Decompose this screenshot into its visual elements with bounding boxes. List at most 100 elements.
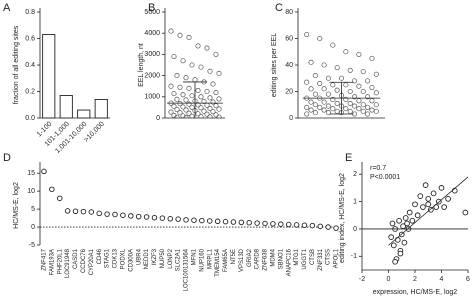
x-tick-label: CASD1 xyxy=(73,248,79,269)
point xyxy=(347,67,353,73)
y-tick-label: 1 xyxy=(353,198,357,205)
point xyxy=(192,77,198,83)
point xyxy=(72,208,79,214)
point xyxy=(420,204,426,210)
point xyxy=(373,108,379,114)
point xyxy=(330,96,336,103)
point xyxy=(222,218,229,225)
y-tick-label: 0.4 xyxy=(25,62,35,69)
y-tick-label: 0 xyxy=(31,224,35,231)
point xyxy=(49,186,55,193)
point xyxy=(445,195,451,202)
point xyxy=(186,85,192,91)
point xyxy=(198,94,204,100)
point xyxy=(174,96,180,102)
point xyxy=(430,190,437,197)
point xyxy=(390,242,397,249)
point xyxy=(330,82,336,88)
point xyxy=(204,45,210,51)
point xyxy=(198,64,204,70)
y-tick-label: 15 xyxy=(27,170,35,177)
point xyxy=(360,88,366,95)
point xyxy=(321,99,327,105)
x-tick-label: LONP2 xyxy=(168,248,174,268)
point xyxy=(201,108,207,114)
annotation: r=0.7 xyxy=(370,165,386,172)
point xyxy=(177,110,183,116)
point xyxy=(334,87,340,93)
point xyxy=(308,86,314,92)
point xyxy=(177,84,183,90)
panel-letter: E xyxy=(345,152,352,164)
x-tick-label: FAM65A xyxy=(223,249,229,272)
point xyxy=(285,221,292,228)
x-tick-label: VPS13D xyxy=(239,248,245,272)
point xyxy=(213,51,219,57)
point xyxy=(325,91,332,97)
x-tick-label: ZNF331 xyxy=(318,248,324,270)
point xyxy=(369,107,375,113)
y-axis-label: editing sites per EEL xyxy=(271,33,278,97)
x-tick-label: NUP160 xyxy=(199,248,205,271)
point xyxy=(171,103,177,109)
point xyxy=(183,75,189,81)
plot-area xyxy=(167,28,223,118)
point xyxy=(333,225,339,231)
point xyxy=(392,258,398,265)
point xyxy=(330,106,336,112)
point xyxy=(238,219,245,226)
trendline xyxy=(388,176,469,246)
point xyxy=(171,53,177,60)
plot-area xyxy=(388,176,469,265)
point xyxy=(177,32,183,38)
point xyxy=(373,71,379,77)
point xyxy=(64,208,71,214)
point xyxy=(168,109,174,115)
y-tick-label: 0.6 xyxy=(25,35,35,42)
x-tick-label: STAG1 xyxy=(105,248,111,268)
point xyxy=(312,110,318,116)
point xyxy=(365,111,371,117)
point xyxy=(343,96,349,103)
bar xyxy=(77,109,91,119)
point xyxy=(394,237,401,243)
y-tick-label: 0 xyxy=(289,115,293,122)
x-tick-label: CTSB xyxy=(310,249,316,265)
panel-letter: C xyxy=(275,2,283,14)
x-tick-label: CDK13 xyxy=(113,248,119,268)
point xyxy=(422,182,429,189)
point xyxy=(128,213,134,219)
point xyxy=(216,70,222,77)
point xyxy=(186,101,192,107)
point xyxy=(317,81,323,87)
x-tick-label: FAM193A xyxy=(49,249,55,275)
x-tick-label: CARD8 xyxy=(255,248,261,269)
point xyxy=(308,99,314,105)
point xyxy=(210,81,216,87)
bar xyxy=(94,98,108,119)
point xyxy=(216,114,222,118)
x-tick-label: NT5E xyxy=(231,249,237,264)
x-tick-label: SLC2A1 xyxy=(176,248,182,271)
point xyxy=(189,113,195,118)
point xyxy=(183,115,189,118)
point xyxy=(262,220,268,227)
point xyxy=(180,104,186,110)
point xyxy=(396,217,402,224)
x-tick-label: SBNO1 xyxy=(278,248,284,269)
point xyxy=(401,239,408,246)
point xyxy=(189,62,195,68)
x-tick-label: PODXL xyxy=(120,248,126,269)
x-tick-label: 2 xyxy=(413,276,417,283)
point xyxy=(207,95,213,101)
y-tick-label: 5 xyxy=(31,206,35,213)
point xyxy=(312,102,318,108)
x-tick-label: PHF20L1 xyxy=(57,248,63,274)
point xyxy=(207,68,213,74)
point xyxy=(230,219,237,225)
point xyxy=(409,217,416,224)
point xyxy=(338,75,345,81)
y-tick-label: 0 xyxy=(156,115,160,122)
point xyxy=(438,185,445,191)
point xyxy=(356,106,362,112)
